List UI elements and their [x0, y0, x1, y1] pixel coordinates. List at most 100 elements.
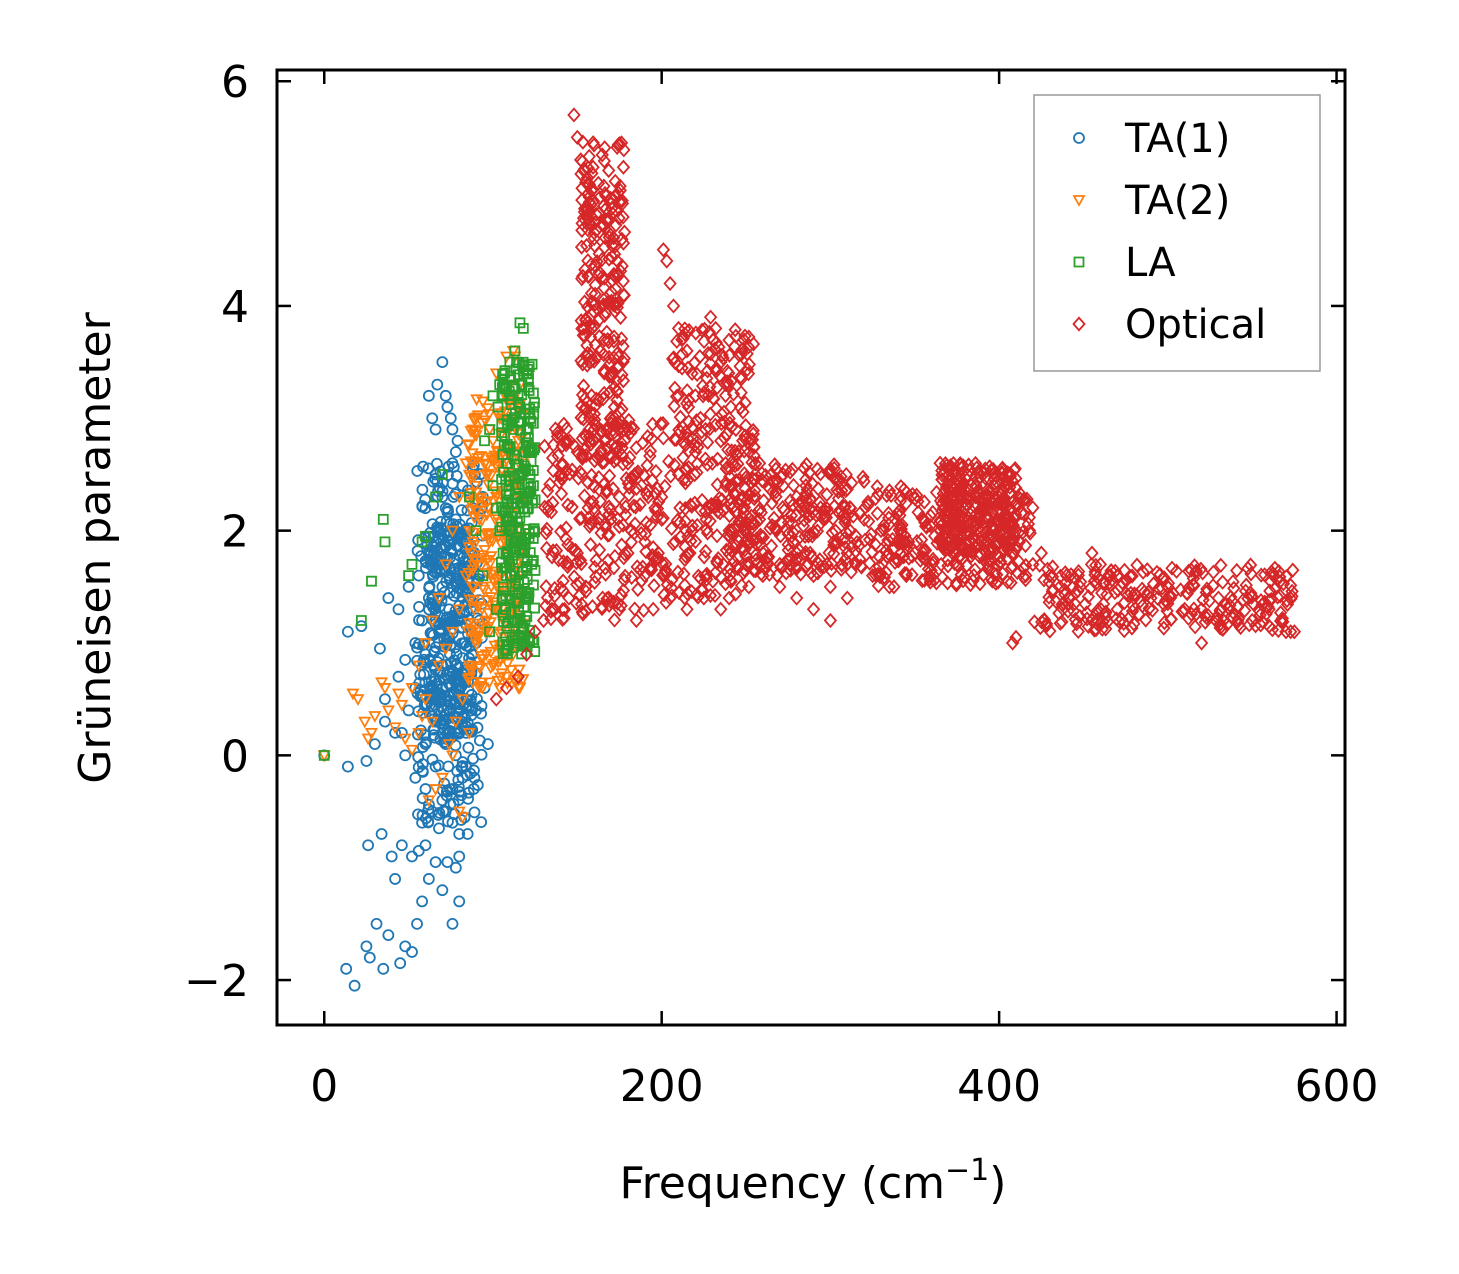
dense-point	[979, 544, 993, 560]
dense-point	[1254, 567, 1268, 583]
dense-point	[429, 599, 442, 612]
dense-point	[462, 542, 476, 555]
data-point	[433, 625, 445, 638]
dense-point	[559, 531, 573, 547]
dense-point	[1000, 574, 1015, 590]
legend: TA(1) TA(2) LA Optical	[1033, 94, 1321, 372]
data-point	[656, 242, 671, 258]
data-point	[1043, 567, 1057, 584]
data-point	[983, 545, 998, 561]
dense-point	[881, 545, 895, 562]
dense-point	[856, 469, 870, 485]
data-point	[403, 570, 415, 581]
data-point	[432, 660, 446, 673]
data-point	[436, 356, 449, 369]
data-point	[545, 601, 559, 617]
dense-point	[640, 429, 655, 445]
dense-point	[698, 543, 713, 559]
data-point	[789, 545, 804, 561]
dense-point	[1068, 611, 1083, 628]
dense-point	[628, 499, 643, 515]
dense-point	[501, 496, 513, 508]
dense-point	[488, 514, 502, 526]
data-point	[604, 365, 618, 381]
data-point	[429, 558, 442, 571]
dense-point	[648, 486, 663, 502]
data-point	[1262, 601, 1276, 617]
dense-point	[725, 478, 739, 494]
dense-point	[825, 525, 839, 541]
dense-point	[734, 384, 748, 401]
data-point	[499, 680, 514, 696]
dense-point	[444, 724, 456, 737]
data-point	[514, 401, 526, 413]
dense-point	[512, 664, 526, 677]
dense-point	[658, 556, 673, 572]
data-point	[466, 536, 480, 549]
dense-point	[1104, 563, 1118, 579]
dense-point	[577, 442, 592, 458]
data-point	[374, 642, 386, 655]
data-point	[422, 547, 435, 560]
data-point	[742, 444, 757, 460]
dense-point	[764, 538, 779, 554]
dense-point	[429, 675, 442, 687]
data-point	[429, 468, 442, 481]
dense-point	[689, 325, 703, 341]
data-point	[714, 354, 728, 370]
data-point	[453, 895, 466, 908]
dense-point	[507, 553, 518, 565]
dense-point	[684, 533, 698, 549]
dense-point	[560, 558, 575, 575]
dense-point	[654, 416, 668, 432]
dense-point	[908, 491, 922, 507]
dense-point	[597, 347, 611, 363]
dense-point	[551, 448, 565, 464]
dense-point	[503, 502, 514, 514]
dense-point	[1189, 606, 1203, 622]
data-point	[1113, 579, 1128, 595]
dense-point	[585, 599, 600, 615]
dense-point	[868, 490, 883, 507]
dense-point	[475, 816, 488, 829]
dense-point	[615, 447, 629, 464]
dense-point	[469, 506, 484, 519]
dense-point	[449, 488, 462, 501]
dense-point	[498, 616, 509, 627]
data-point	[362, 839, 375, 852]
dense-point	[728, 458, 742, 474]
data-point	[507, 615, 519, 626]
data-point	[459, 458, 473, 471]
dense-point	[615, 258, 629, 274]
dense-point	[838, 540, 852, 556]
dense-point	[578, 391, 592, 407]
dense-point	[471, 779, 484, 791]
dense-point	[1145, 602, 1160, 618]
dense-point	[817, 502, 831, 518]
dense-point	[502, 648, 513, 659]
dense-point	[697, 385, 711, 401]
dense-point	[802, 508, 817, 524]
series-la	[318, 317, 541, 761]
data-point	[865, 567, 880, 584]
dense-point	[462, 676, 474, 688]
dense-point	[697, 549, 711, 565]
dense-point	[749, 531, 764, 547]
data-point	[420, 530, 431, 542]
dense-point	[474, 451, 488, 463]
data-point	[553, 466, 568, 483]
dense-point	[412, 751, 425, 763]
data-point	[389, 726, 402, 739]
dense-point	[1215, 574, 1230, 590]
dense-point	[675, 346, 689, 362]
data-point	[1009, 629, 1023, 645]
data-point	[570, 444, 585, 460]
data-point	[360, 940, 373, 953]
dense-point	[540, 483, 555, 499]
data-point	[511, 536, 522, 548]
dense-point	[643, 443, 658, 459]
dense-point	[810, 461, 825, 477]
dense-point	[416, 500, 429, 512]
data-point	[389, 873, 402, 885]
data-point	[501, 570, 512, 581]
